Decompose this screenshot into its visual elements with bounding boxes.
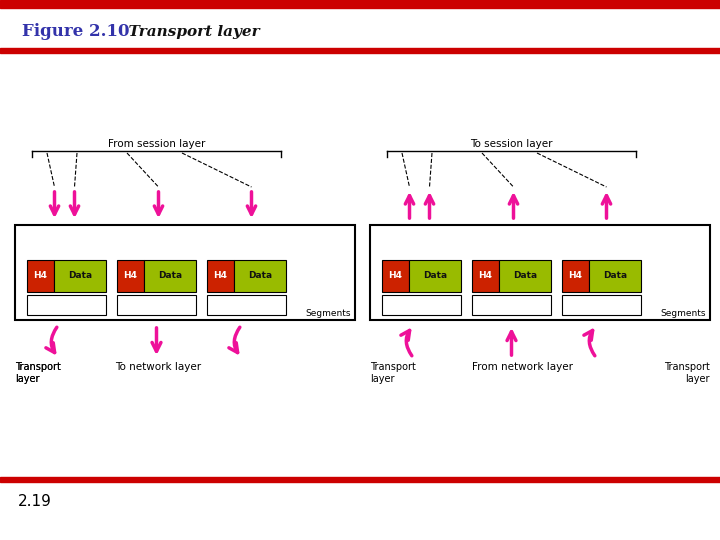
Text: H4: H4 [214,272,228,280]
Text: To network layer: To network layer [114,362,201,372]
Bar [382,295,461,315]
Bar [589,260,641,292]
Bar [562,260,589,292]
Bar [382,260,409,292]
Bar [117,260,144,292]
Bar [15,225,355,320]
Bar [234,260,286,292]
Bar [499,260,551,292]
Text: Segments: Segments [660,309,706,319]
Text: Data: Data [248,272,272,280]
Text: Transport
layer: Transport layer [664,362,710,383]
Bar [0,0,720,8]
Bar [370,225,710,320]
Text: Segments: Segments [305,309,351,319]
Text: H4: H4 [124,272,138,280]
Bar [409,260,461,292]
Bar [472,295,551,315]
Bar [207,260,234,292]
Bar [144,260,196,292]
Bar [472,260,499,292]
Text: H4: H4 [389,272,402,280]
Text: Figure 2.10: Figure 2.10 [22,24,130,40]
Text: H4: H4 [479,272,492,280]
Text: To session layer: To session layer [470,139,553,149]
Text: H4: H4 [34,272,48,280]
Text: Data: Data [68,272,92,280]
Bar [0,477,720,482]
Text: Transport
layer: Transport layer [370,362,416,383]
Bar [562,295,641,315]
Text: Data: Data [603,272,627,280]
Text: Data: Data [513,272,537,280]
Text: Transport layer: Transport layer [118,25,260,39]
Text: Transport
layer: Transport layer [15,362,61,383]
Bar [0,48,720,53]
Bar [54,260,106,292]
Bar [117,295,196,315]
Text: From session layer: From session layer [108,139,205,149]
Bar [27,260,54,292]
Text: From network layer: From network layer [472,362,574,372]
Text: Data: Data [158,272,182,280]
Bar [207,295,286,315]
Text: 2.19: 2.19 [18,495,52,510]
Text: H4: H4 [569,272,582,280]
Bar [27,295,106,315]
Text: Transport
layer: Transport layer [15,362,61,383]
Text: Data: Data [423,272,447,280]
